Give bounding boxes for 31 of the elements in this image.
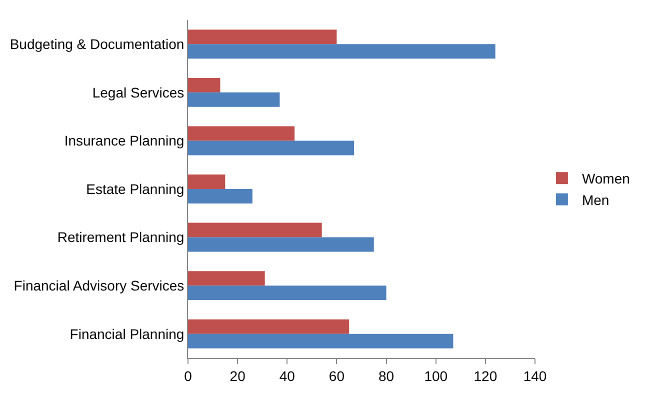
y-tick-label: Financial Planning — [70, 326, 184, 342]
y-tick-label: Insurance Planning — [64, 132, 184, 149]
y-tick-label: Budgeting & Documentation — [10, 36, 184, 52]
legend-label: Men — [582, 192, 610, 208]
x-tick-label: 40 — [279, 368, 296, 384]
x-tick-label: 100 — [424, 368, 448, 384]
bar — [188, 222, 322, 238]
bar — [188, 189, 252, 204]
x-tick-label: 120 — [474, 368, 498, 384]
bar — [188, 271, 265, 286]
x-tick-label: 0 — [184, 368, 192, 384]
x-tick-label: 140 — [523, 368, 547, 384]
bar — [188, 30, 337, 44]
bar — [188, 319, 350, 334]
bar — [188, 334, 454, 348]
y-tick-label: Estate Planning — [86, 180, 184, 197]
y-tick-label: Retirement Planning — [57, 229, 184, 246]
y-tick-label: Financial Advisory Services — [14, 277, 184, 294]
bar — [188, 237, 374, 252]
bar — [188, 126, 295, 141]
bar — [188, 286, 386, 300]
bar — [188, 174, 226, 189]
bar — [188, 92, 280, 107]
x-tick-label: 20 — [230, 368, 246, 384]
bar — [188, 44, 496, 59]
x-tick-label: 60 — [328, 368, 345, 384]
legend-label: Women — [582, 170, 630, 187]
y-tick-label: Legal Services — [92, 84, 184, 100]
x-tick-label: 80 — [378, 368, 394, 384]
bar — [188, 78, 220, 92]
bar — [188, 140, 354, 156]
